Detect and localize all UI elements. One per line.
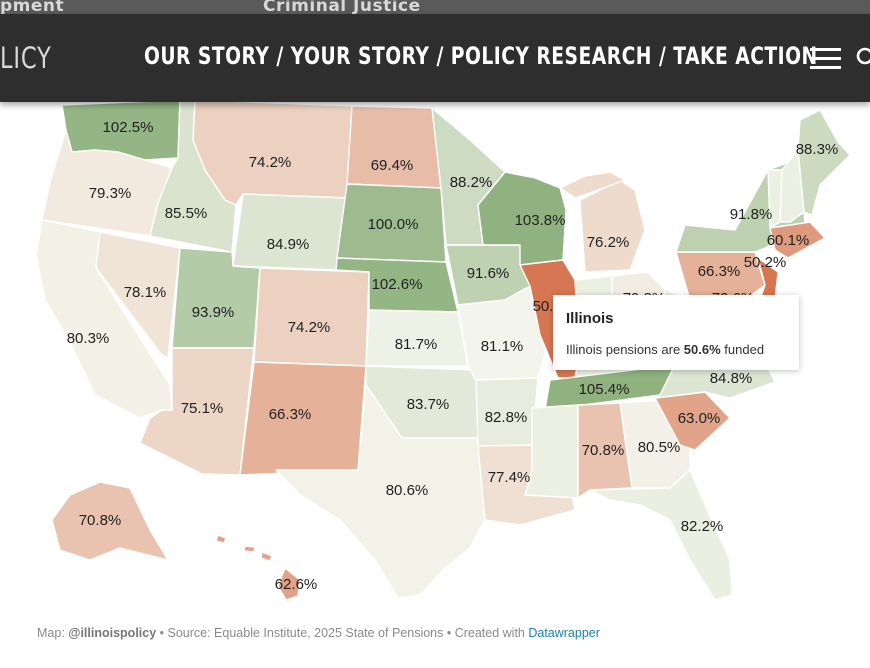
site-header: LICY OUR STORY / YOUR STORY / POLICY RESEARC…	[0, 14, 870, 102]
label-georgia: 80.5%	[638, 439, 681, 456]
label-montana: 74.2%	[249, 154, 292, 171]
subnav-item-criminal-justice[interactable]: Criminal Justice	[263, 0, 421, 16]
site-logo[interactable]: LICY	[0, 41, 52, 75]
label-hawaii: 62.6%	[275, 576, 318, 593]
label-new-jersey: 50.2%	[744, 254, 787, 271]
label-new-york: 91.8%	[730, 206, 773, 223]
label-oklahoma: 83.7%	[407, 396, 450, 413]
label-minnesota: 88.2%	[450, 174, 493, 191]
label-texas: 80.6%	[386, 482, 429, 499]
state-north-dakota[interactable]	[346, 105, 442, 189]
label-nevada: 78.1%	[124, 284, 167, 301]
label-louisiana: 77.4%	[488, 469, 531, 486]
tooltip-body: Illinois pensions are 50.6% funded	[566, 342, 764, 357]
hamburger-menu-icon[interactable]	[810, 48, 841, 70]
label-arizona: 75.1%	[181, 400, 224, 417]
tooltip-suffix: funded	[720, 342, 765, 357]
label-wyoming: 84.9%	[267, 236, 310, 253]
state-nevada[interactable]	[95, 231, 181, 359]
scrolled-subnav-bar: pment Criminal Justice	[0, 0, 870, 16]
state-texas[interactable]	[275, 384, 486, 599]
label-idaho: 85.5%	[165, 205, 208, 222]
label-north-carolina: 84.8%	[710, 370, 753, 387]
label-oregon: 79.3%	[89, 185, 132, 202]
state-missouri[interactable]	[457, 285, 551, 381]
label-alaska: 70.8%	[79, 512, 122, 529]
label-alabama: 70.8%	[582, 442, 625, 459]
subnav-item-fragment[interactable]: pment	[0, 0, 65, 16]
label-connecticut: 60.1%	[767, 232, 810, 249]
label-maine: 88.3%	[796, 141, 839, 158]
state-mississippi[interactable]	[524, 404, 579, 499]
nav-policy-research[interactable]: POLICY RESEARCH	[450, 42, 652, 70]
state-hawaii-part-3[interactable]	[260, 551, 273, 562]
label-south-dakota: 100.0%	[368, 216, 419, 233]
label-pennsylvania: 66.3%	[698, 263, 741, 280]
nav-your-story[interactable]: YOUR STORY	[290, 42, 430, 70]
label-wisconsin: 103.8%	[515, 212, 566, 229]
state-arizona[interactable]	[139, 347, 255, 476]
label-colorado: 74.2%	[288, 319, 331, 336]
nav-separator: /	[658, 42, 667, 70]
label-illinois: 50.	[533, 298, 554, 315]
label-new-mexico: 66.3%	[269, 406, 312, 423]
top-navigation: OUR STORY / YOUR STORY / POLICY RESEARCH / TAK…	[144, 42, 818, 70]
state-new-hampshire[interactable]	[779, 149, 805, 223]
label-florida: 82.2%	[681, 518, 724, 535]
state-florida[interactable]	[589, 469, 733, 601]
label-tennessee: 105.4%	[579, 381, 630, 398]
state-colorado[interactable]	[253, 267, 370, 367]
label-nebraska: 102.6%	[372, 276, 423, 293]
tooltip-title: Illinois	[566, 310, 614, 327]
state-maine[interactable]	[797, 109, 851, 216]
state-alaska[interactable]	[51, 481, 169, 561]
state-hawaii-part-1[interactable]	[215, 534, 227, 544]
label-south-carolina: 63.0%	[678, 410, 721, 427]
label-north-dakota: 69.4%	[371, 157, 414, 174]
credits-source: • Source: Equable Institute, 2025 State …	[156, 626, 529, 640]
label-iowa: 91.6%	[467, 265, 510, 282]
label-kansas: 81.7%	[395, 336, 438, 353]
search-icon[interactable]	[856, 47, 870, 67]
credits-prefix: Map:	[37, 626, 69, 640]
state-hawaii[interactable]	[277, 567, 301, 601]
tooltip-value: 50.6%	[683, 342, 721, 357]
label-missouri: 81.1%	[481, 338, 524, 355]
label-washington: 102.5%	[103, 119, 154, 136]
label-utah: 93.9%	[192, 304, 235, 321]
state-michigan[interactable]	[579, 179, 646, 273]
state-michigan-part-1[interactable]	[559, 171, 626, 199]
label-michigan: 76.2%	[587, 234, 630, 251]
state-hawaii-part-2[interactable]	[243, 545, 256, 553]
map-credits: Map: @illinoispolicy • Source: Equable I…	[37, 626, 600, 640]
nav-separator: /	[276, 42, 284, 70]
nav-take-action[interactable]: TAKE ACTION	[673, 42, 818, 70]
tooltip-prefix: Illinois pensions are	[566, 342, 684, 357]
nav-our-story[interactable]: OUR STORY	[144, 42, 270, 70]
datawrapper-link[interactable]: Datawrapper	[528, 626, 600, 640]
map-tooltip: Illinois Illinois pensions are 50.6% fun…	[553, 295, 799, 370]
nav-separator: /	[436, 42, 444, 70]
label-arkansas: 82.8%	[485, 409, 528, 426]
credits-handle[interactable]: @illinoispolicy	[68, 626, 157, 640]
state-wyoming[interactable]	[232, 193, 348, 271]
state-connecticut[interactable]	[769, 221, 826, 259]
label-california: 80.3%	[67, 330, 110, 347]
